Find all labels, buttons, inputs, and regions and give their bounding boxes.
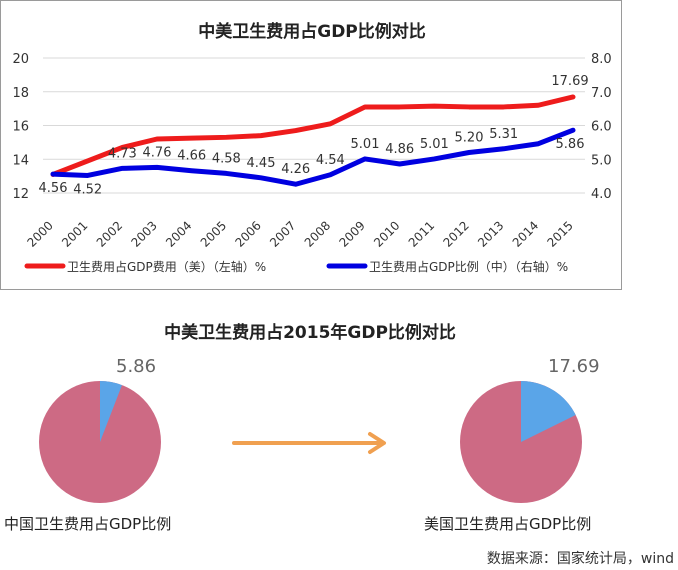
data-label: 4.76 bbox=[143, 145, 172, 160]
x-tick-label: 2008 bbox=[302, 218, 333, 249]
data-label: 5.86 bbox=[556, 137, 585, 152]
x-tick-label: 2002 bbox=[94, 218, 125, 249]
pie-section-title: 中美卫生费用占2015年GDP比例对比 bbox=[164, 323, 456, 343]
data-label: 4.58 bbox=[212, 151, 241, 166]
line-chart-title: 中美卫生费用占GDP比例对比 bbox=[198, 21, 426, 42]
x-tick-label: 2004 bbox=[163, 218, 194, 249]
data-label: 5.01 bbox=[420, 137, 449, 152]
pie-value-china: 5.86 bbox=[116, 356, 157, 377]
y-left-tick-label: 12 bbox=[12, 187, 29, 202]
y-left-tick-label: 14 bbox=[12, 153, 29, 168]
legend-label-us: 卫生费用占GDP费用（美）（左轴）% bbox=[67, 259, 266, 274]
x-tick-label: 2011 bbox=[406, 218, 437, 249]
pie-charts bbox=[39, 381, 582, 503]
series-line-us bbox=[50, 94, 576, 177]
y-right-tick-label: 8.0 bbox=[591, 52, 612, 67]
data-label: 4.45 bbox=[247, 156, 276, 171]
data-label: 4.73 bbox=[108, 146, 137, 161]
x-tick-label: 2003 bbox=[128, 218, 159, 249]
x-tick-label: 2013 bbox=[475, 218, 506, 249]
series-line-cn bbox=[50, 127, 576, 187]
data-source-note: 数据来源：国家统计局，wind bbox=[486, 551, 674, 567]
data-label: 4.26 bbox=[281, 162, 310, 177]
y-left-tick-label: 20 bbox=[12, 52, 29, 67]
line-chart-panel: 中美卫生费用占GDP比例对比 12 14 16 18 20 4.0 5.0 6.0 7.0 8.… bbox=[0, 0, 622, 290]
pie-label-china: 中国卫生费用占GDP比例 bbox=[4, 515, 172, 533]
x-tick-label: 2010 bbox=[371, 218, 402, 249]
data-label: 5.01 bbox=[351, 137, 380, 152]
x-tick-label: 2015 bbox=[544, 218, 575, 249]
arrow-icon bbox=[232, 432, 386, 454]
y-right-tick-label: 5.0 bbox=[591, 153, 612, 168]
y-left-tick-label: 16 bbox=[12, 120, 29, 135]
y-left-tick-label: 18 bbox=[12, 86, 29, 101]
data-label: 5.20 bbox=[455, 131, 484, 146]
x-tick-label: 2009 bbox=[336, 218, 367, 249]
x-tick-label: 2001 bbox=[59, 218, 90, 249]
y-right-tick-label: 7.0 bbox=[591, 86, 612, 101]
data-label: 4.66 bbox=[177, 149, 206, 164]
x-tick-label: 2006 bbox=[232, 218, 263, 249]
data-label: 17.69 bbox=[551, 74, 588, 89]
x-tick-label: 2005 bbox=[198, 218, 229, 249]
data-label: 4.86 bbox=[385, 142, 414, 157]
y-right-tick-label: 4.0 bbox=[591, 187, 612, 202]
x-tick-label: 2014 bbox=[510, 218, 541, 249]
y-right-tick-label: 6.0 bbox=[591, 120, 612, 135]
pie-label-us: 美国卫生费用占GDP比例 bbox=[424, 515, 592, 533]
x-tick-label: 2012 bbox=[440, 218, 471, 249]
pie-chart-us bbox=[460, 381, 582, 503]
legend-label-cn: 卫生费用占GDP比例（中）（右轴）% bbox=[369, 259, 568, 274]
x-tick-label: 2000 bbox=[24, 218, 55, 249]
pie-slice-value bbox=[100, 381, 122, 442]
pie-value-us: 17.69 bbox=[548, 356, 600, 377]
data-label: 5.31 bbox=[489, 127, 518, 142]
data-label: 4.52 bbox=[73, 182, 102, 197]
line-chart: 中美卫生费用占GDP比例对比 12 14 16 18 20 4.0 5.0 6.0 7.0 8.… bbox=[12, 21, 612, 274]
x-tick-label: 2007 bbox=[267, 218, 298, 249]
data-label: 4.54 bbox=[316, 153, 345, 168]
pie-slice-value bbox=[521, 381, 576, 442]
pie-chart-china bbox=[39, 381, 161, 503]
data-label: 4.56 bbox=[39, 181, 68, 196]
